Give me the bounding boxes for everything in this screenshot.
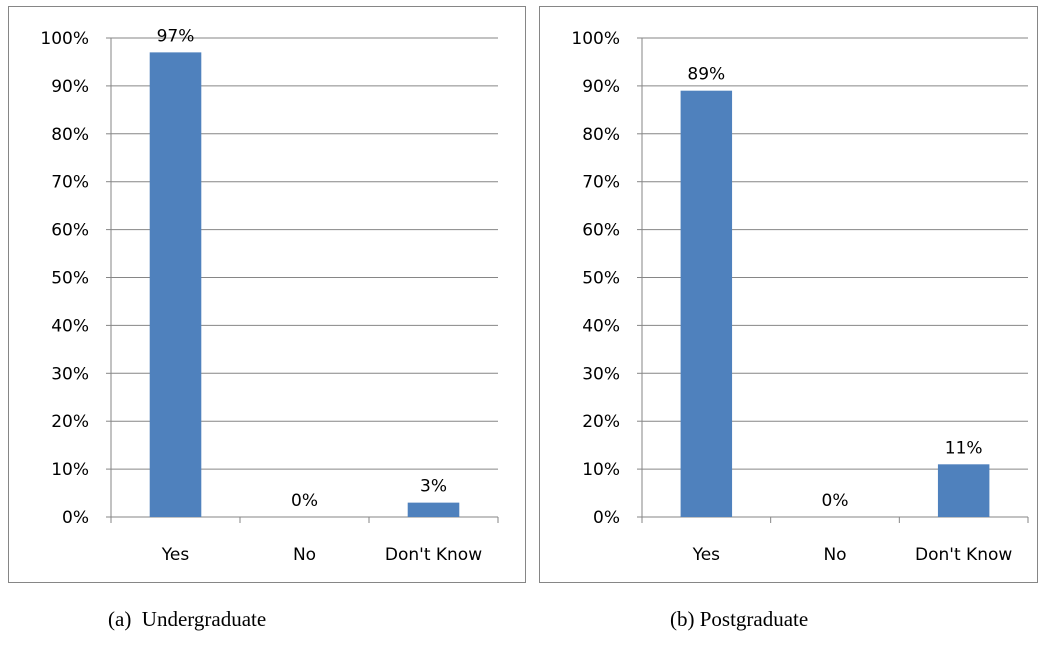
data-label: 0% [822,491,849,511]
bar [937,464,990,517]
chart-panel-postgraduate: 0% 10% 20% 30% 40% 50% 60% 70% 80% 90% 100% 89% Yes 0… [539,6,1038,583]
x-tick-label: No [823,545,846,565]
x-tick-label: Yes [161,545,190,565]
y-tick-label: 80% [51,125,89,145]
data-label: 3% [420,477,447,497]
y-tick-label: 90% [51,77,89,97]
y-tick-label: 60% [51,221,89,241]
y-tick-label: 100% [571,29,620,49]
y-tick-label: 80% [582,125,620,145]
bar [407,502,460,517]
y-tick-label: 20% [51,412,89,432]
y-tick-label: 100% [40,29,89,49]
y-tick-label: 50% [582,269,620,289]
caption-postgraduate: (b) Postgraduate [670,607,809,631]
y-tick-label: 40% [582,316,620,336]
data-label: 97% [157,26,195,46]
chart-panel-undergraduate: 0% 10% 20% 30% 40% 50% 60% 70% 80% 90% 100% 97% Yes 0… [8,6,526,583]
y-tick-label: 90% [582,77,620,97]
x-tick-label: Don't Know [915,545,1012,565]
chart-postgraduate: 0% 10% 20% 30% 40% 50% 60% 70% 80% 90% 100% 89% Yes 0… [571,29,1029,565]
y-tick-label: 70% [51,173,89,193]
y-tick-label: 0% [62,508,89,528]
y-tick-label: 60% [582,221,620,241]
caption-undergraduate: (a) Undergraduate [108,607,267,631]
y-tick-label: 70% [582,173,620,193]
y-tick-label: 40% [51,316,89,336]
y-tick-label: 50% [51,269,89,289]
data-label: 89% [687,65,725,85]
y-tick-label: 30% [582,364,620,384]
chart-undergraduate: 0% 10% 20% 30% 40% 50% 60% 70% 80% 90% 100% 97% Yes 0… [40,26,499,565]
bar [149,52,202,518]
x-tick-label: Yes [692,545,721,565]
y-tick-label: 0% [593,508,620,528]
y-tick-label: 20% [582,412,620,432]
y-tick-label: 10% [582,460,620,480]
x-tick-label: Don't Know [385,545,482,565]
data-label: 11% [945,438,983,458]
x-tick-label: No [293,545,316,565]
y-tick-label: 30% [51,364,89,384]
y-tick-label: 10% [51,460,89,480]
data-label: 0% [291,491,318,511]
bar [680,90,733,517]
